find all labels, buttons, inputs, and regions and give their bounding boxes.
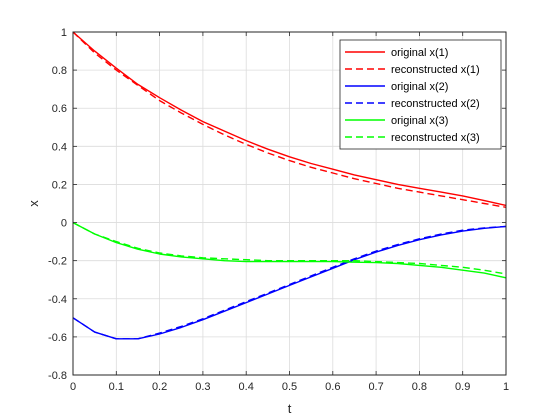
y-tick-label: 0.4 bbox=[52, 141, 67, 153]
series-line-2 bbox=[72, 31, 507, 208]
x-tick-label: 0.3 bbox=[195, 381, 210, 393]
x-tick-label: 0.5 bbox=[282, 381, 297, 393]
legend-label-3: original x(2) bbox=[391, 81, 448, 93]
x-tick-label: 0.9 bbox=[455, 381, 470, 393]
x-tick-label: 0.2 bbox=[152, 381, 167, 393]
y-tick-label: 1 bbox=[61, 27, 67, 39]
y-tick-label: 0.6 bbox=[52, 103, 67, 115]
series-line-5 bbox=[72, 221, 507, 279]
legend-label-2: reconstructed x(1) bbox=[391, 64, 480, 76]
x-tick-label: 0.6 bbox=[325, 381, 340, 393]
y-tick-label: -0.8 bbox=[48, 370, 67, 382]
x-tick-label: 0 bbox=[70, 381, 76, 393]
legend-label-6: reconstructed x(3) bbox=[391, 132, 480, 144]
legend-label-1: original x(1) bbox=[391, 47, 448, 59]
y-axis-label: x bbox=[26, 200, 41, 207]
series-line-4 bbox=[72, 225, 507, 340]
legend: original x(1) reconstructed x(1) original … bbox=[339, 39, 502, 150]
x-tick-label: 1 bbox=[503, 381, 509, 393]
y-tick-label: 0 bbox=[61, 218, 67, 230]
x-tick-label: 0.8 bbox=[412, 381, 427, 393]
y-tick-label: -0.4 bbox=[48, 294, 67, 306]
axis-ticks: 0 0.1 0.2 0.3 0.4 0.5 0.6 0.7 0.8 0.9 1 -0.8 -0.6 -0.… bbox=[48, 27, 509, 393]
x-tick-label: 0.4 bbox=[239, 381, 254, 393]
x-tick-label: 0.7 bbox=[368, 381, 383, 393]
legend-label-4: reconstructed x(2) bbox=[391, 98, 480, 110]
legend-box bbox=[339, 39, 502, 150]
x-axis-label: t bbox=[288, 401, 292, 416]
y-tick-label: 0.8 bbox=[52, 65, 67, 77]
series-line-1 bbox=[72, 31, 507, 207]
series-layer bbox=[72, 31, 507, 340]
y-tick-label: -0.2 bbox=[48, 256, 67, 268]
legend-label-5: original x(3) bbox=[391, 115, 448, 127]
y-tick-label: 0.2 bbox=[52, 179, 67, 191]
series-line-6 bbox=[72, 221, 507, 275]
y-tick-label: -0.6 bbox=[48, 332, 67, 344]
x-tick-label: 0.1 bbox=[109, 381, 124, 393]
